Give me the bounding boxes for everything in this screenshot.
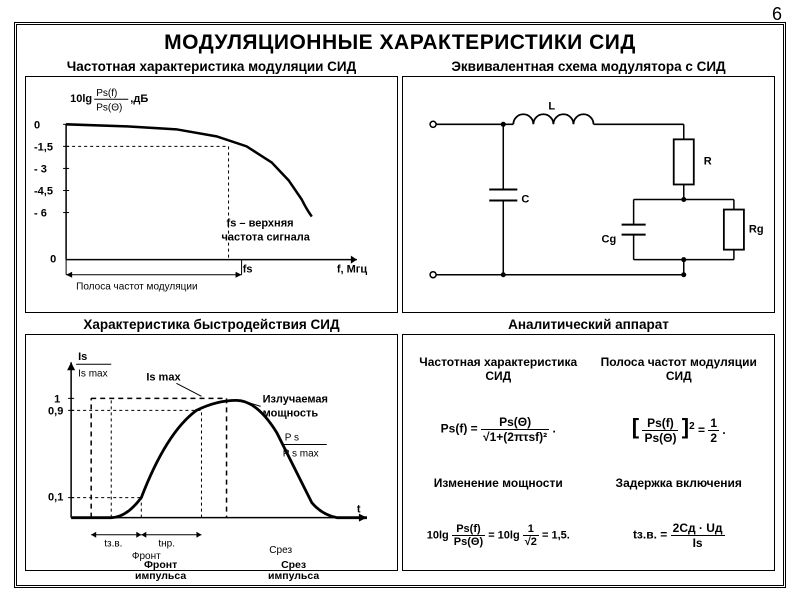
svg-text:-4,5: -4,5 [34, 186, 53, 198]
panel-circuit: Эквивалентная схема модулятора с СИД L R [402, 59, 775, 313]
svg-text:Is max: Is max [146, 371, 181, 383]
svg-text:частота сигнала: частота сигнала [222, 232, 311, 244]
svg-text:- 6: - 6 [34, 208, 47, 220]
svg-text:L: L [548, 100, 555, 112]
svg-text:Ps(f): Ps(f) [96, 88, 117, 99]
svg-text:tнр.: tнр. [158, 539, 175, 550]
panel-br-box: Частотная характеристика СИД Полоса част… [402, 334, 775, 571]
svg-text:R: R [704, 155, 712, 167]
panel-bl-title: Характеристика быстродействия СИД [25, 317, 398, 334]
panel-tr-box: L R Cg Rg [402, 76, 775, 313]
svg-text:Rg: Rg [749, 224, 764, 236]
svg-text:0: 0 [50, 254, 56, 266]
eq-h1: Частотная характеристика СИД [411, 355, 586, 383]
panel-bl-box: Is Is max 1 0,9 0,1 Is max [25, 334, 398, 571]
panel-freq-char: Частотная характеристика модуляции СИД 1… [25, 59, 398, 313]
svg-text:-1,5: -1,5 [34, 141, 53, 153]
main-title: МОДУЛЯЦИОННЫЕ ХАРАКТЕРИСТИКИ СИД [17, 25, 783, 59]
svg-text:fs: fs [243, 264, 253, 276]
eq-h4: Задержка включения [592, 476, 767, 490]
svg-text:1: 1 [54, 393, 60, 405]
svg-text:мощность: мощность [263, 407, 319, 419]
eq-h3: Изменение мощности [411, 476, 586, 490]
svg-text:Срез: Срез [269, 545, 292, 556]
svg-text:Cg: Cg [602, 234, 617, 246]
svg-text:- 3: - 3 [34, 163, 47, 175]
eq1: Ps(f) = Ps(Θ) √1+(2πτsf)² . [411, 415, 586, 444]
eq-h2: Полоса частот модуляции СИД [592, 355, 767, 383]
panel-tl-box: 10lg Ps(f) Ps(Θ) ,дБ 0 -1,5 - 3 -4,5 - 6 [25, 76, 398, 313]
svg-text:C: C [521, 194, 529, 206]
chart-response: Is Is max 1 0,9 0,1 Is max [26, 335, 397, 570]
panel-grid: Частотная характеристика модуляции СИД 1… [17, 59, 783, 579]
srez-pulse-label: Срезимпульса [268, 560, 319, 582]
svg-text:Излучаемая: Излучаемая [263, 393, 328, 405]
svg-text:Is max: Is max [78, 368, 108, 379]
svg-text:tз.в.: tз.в. [104, 539, 122, 550]
panel-equations: . Аналитический аппарат Частотная характ… [402, 317, 775, 571]
svg-text:0,9: 0,9 [48, 405, 63, 417]
svg-text:0: 0 [34, 119, 40, 131]
svg-text:f, Мгц: f, Мгц [337, 264, 368, 276]
panel-response: Характеристика быстродействия СИД Is Is … [25, 317, 398, 571]
eq4: tз.в. = 2Cд · Uд Is [592, 521, 767, 550]
front-pulse-label: Фронтимпульса [135, 560, 186, 582]
svg-text:Is: Is [78, 351, 87, 363]
svg-text:,дБ: ,дБ [130, 93, 148, 105]
svg-text:Ps(Θ): Ps(Θ) [96, 102, 122, 113]
outer-frame: МОДУЛЯЦИОННЫЕ ХАРАКТЕРИСТИКИ СИД Частотн… [14, 22, 786, 588]
chart-freq: 10lg Ps(f) Ps(Θ) ,дБ 0 -1,5 - 3 -4,5 - 6 [26, 77, 397, 312]
circuit-svg: L R Cg Rg [403, 77, 774, 312]
svg-text:0,1: 0,1 [48, 492, 63, 504]
eq-grid: Частотная характеристика СИД Полоса част… [403, 335, 774, 570]
svg-text:10lg: 10lg [70, 93, 92, 105]
svg-text:P s: P s [285, 432, 299, 443]
panel-br-realtitle: Аналитический аппарат [402, 317, 775, 334]
panel-tr-title: Эквивалентная схема модулятора с СИД [402, 59, 775, 76]
svg-text:Полоса частот модуляции: Полоса частот модуляции [76, 282, 198, 293]
svg-text:P s max: P s max [283, 449, 319, 460]
eq3: 10lg Ps(f) Ps(Θ) = 10lg 1 √2 = 1,5. [411, 523, 586, 548]
panel-tl-title: Частотная характеристика модуляции СИД [25, 59, 398, 76]
svg-text:fs – верхняя: fs – верхняя [227, 218, 294, 230]
svg-text:t: t [357, 504, 361, 516]
eq2: [ Ps(f) Ps(Θ) ]2 = 1 2 . [592, 414, 767, 445]
